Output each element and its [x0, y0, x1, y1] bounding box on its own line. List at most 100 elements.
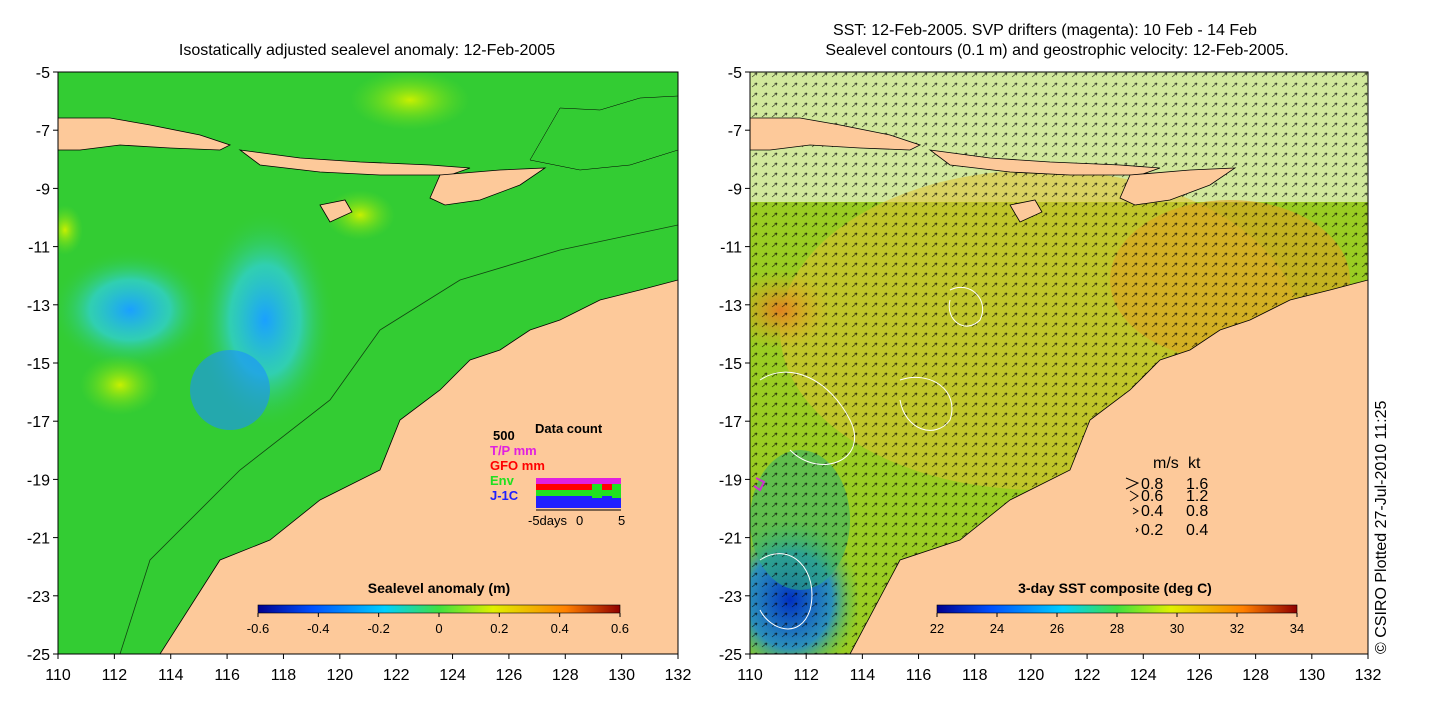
colorbar-tick-label: 0: [435, 621, 442, 636]
y-tick-label: -25: [27, 647, 50, 664]
right-x-axis: 110 112 114 116 118 120 122 124 126 128 130 132: [737, 654, 1381, 684]
colorbar-tick-label: -0.2: [367, 621, 389, 636]
velocity-row3-ms: 0.4: [1141, 503, 1163, 520]
velocity-row4-kt: 0.4: [1186, 522, 1208, 539]
x-tick-label: 110: [737, 667, 763, 684]
y-tick-label: -21: [27, 531, 50, 548]
colorbar-tick-label: 26: [1050, 621, 1064, 636]
y-tick-label: -13: [27, 298, 50, 315]
right-map-area: m/s kt 0.8 1.6 0.6 1.2 0.4 0.8 0.2 0.4 3…: [750, 72, 1368, 654]
velocity-row1-kt: 1.6: [1186, 476, 1208, 493]
colorbar-tick-label: 32: [1230, 621, 1244, 636]
velocity-row3-kt: 0.8: [1186, 503, 1208, 520]
left-map-area: Data count 500 T/P mm GFO mm Env J-1C -5…: [58, 72, 678, 654]
sumba-island: [319, 199, 353, 223]
x-tick-label: 124: [1130, 667, 1157, 684]
x-tick-label: 126: [496, 667, 523, 684]
series-env-label: Env: [490, 473, 515, 488]
x-tick-label: 114: [850, 667, 876, 684]
x-tick-label: 120: [326, 667, 353, 684]
java-island: [58, 117, 232, 151]
x-tick-label: 124: [439, 667, 466, 684]
left-x-axis: 110 112 114 116 118 120 122 124 126 128 130 132: [45, 654, 691, 684]
arrow-scale-icon: [1129, 490, 1139, 502]
colorbar-tick-label: 34: [1290, 621, 1304, 636]
colorbar-tick-label: -0.4: [307, 621, 329, 636]
y-tick-label: -17: [27, 414, 50, 431]
arrow-scale-icon: [1125, 477, 1140, 490]
x-tick-label: 120: [1018, 667, 1045, 684]
low-anomaly-core: [190, 350, 270, 430]
sla-colorbar-ticks: -0.6 -0.4 -0.2 0 0.2 0.4 0.6: [247, 613, 629, 636]
low-anomaly-west: [58, 250, 210, 370]
left-map-panel: Isostatically adjusted sealevel anomaly:…: [27, 42, 692, 684]
svp-drifter-track: [753, 477, 766, 492]
colorbar-tick-label: 28: [1110, 621, 1124, 636]
x-tick-label: 116: [906, 667, 932, 684]
arrow-scale-icon: [1132, 507, 1139, 515]
high-anomaly-west: [80, 355, 160, 415]
australia-mainland: [159, 279, 678, 654]
sealevel-contour: [759, 371, 856, 465]
velocity-row1-ms: 0.8: [1141, 476, 1163, 493]
y-tick-label: -21: [719, 531, 742, 548]
x-tick-label: 114: [158, 667, 184, 684]
y-tick-label: -19: [719, 472, 742, 489]
x-tick-label: 130: [1298, 667, 1325, 684]
sst-colorbar: 3-day SST composite (deg C) 22 24 26 28 30 32…: [930, 580, 1304, 636]
colorbar-tick-label: 22: [930, 621, 944, 636]
sst-colorbar-title: 3-day SST composite (deg C): [1018, 580, 1212, 596]
australia-mainland: [849, 279, 1368, 654]
y-tick-label: -11: [720, 240, 742, 257]
data-count-bars: [536, 478, 621, 508]
y-tick-label: -11: [28, 240, 50, 257]
colorbar-tick-label: 24: [990, 621, 1004, 636]
right-title-line1: SST: 12-Feb-2005. SVP drifters (magenta)…: [833, 22, 1257, 39]
sla-colorbar: Sealevel anomaly (m) -0.6 -0.4 -0.2 0 0.2 0.4…: [247, 580, 629, 636]
right-y-axis: -5 -7 -9 -11 -13 -15 -17 -19 -21 -23 -25: [719, 65, 750, 664]
x-tick-label: 118: [962, 667, 988, 684]
y-tick-label: -5: [36, 65, 50, 82]
right-title-line2: Sealevel contours (0.1 m) and geostrophi…: [825, 42, 1288, 59]
data-count-x-mid: 0: [576, 513, 583, 528]
y-tick-label: -23: [27, 589, 50, 606]
data-count-x-start: -5days: [528, 513, 568, 528]
sla-colorbar-title: Sealevel anomaly (m): [368, 580, 510, 596]
colorbar-tick-label: 0.4: [551, 621, 569, 636]
y-tick-label: -25: [719, 647, 742, 664]
java-island: [750, 117, 922, 151]
series-tp-label: T/P mm: [490, 443, 537, 458]
x-tick-label: 122: [1074, 667, 1101, 684]
x-tick-label: 126: [1186, 667, 1213, 684]
data-count-title: Data count: [535, 421, 603, 436]
right-map-panel: SST: 12-Feb-2005. SVP drifters (magenta)…: [719, 22, 1390, 684]
x-tick-label: 132: [665, 667, 692, 684]
y-tick-label: -17: [719, 414, 742, 431]
sealevel-contour: [899, 376, 953, 431]
data-count-x-end: 5: [618, 513, 625, 528]
left-title: Isostatically adjusted sealevel anomaly:…: [179, 42, 555, 59]
sumba-island: [1009, 199, 1043, 223]
colorbar-tick-label: 0.6: [611, 621, 629, 636]
y-tick-label: -7: [728, 123, 742, 140]
x-tick-label: 122: [383, 667, 410, 684]
sla-colorbar-gradient: [257, 604, 621, 614]
y-tick-label: -5: [728, 65, 742, 82]
banda-islands: [529, 95, 678, 171]
x-tick-label: 116: [214, 667, 240, 684]
velocity-header-ms: m/s: [1153, 455, 1179, 472]
y-tick-label: -23: [719, 589, 742, 606]
x-tick-label: 128: [552, 667, 579, 684]
isobath-contour: [119, 224, 678, 654]
timor-island: [1119, 167, 1237, 206]
credit-text: © CSIRO Plotted 27-Jul-2010 11:25: [1373, 400, 1390, 654]
high-anomaly-edge: [58, 205, 83, 255]
sealevel-contour: [759, 553, 813, 630]
sst-colorbar-gradient: [936, 604, 1298, 614]
series-gfo-label: GFO mm: [490, 458, 545, 473]
x-tick-label: 132: [1355, 667, 1382, 684]
colorbar-tick-label: 0.2: [490, 621, 508, 636]
velocity-row4-ms: 0.2: [1141, 522, 1163, 539]
y-tick-label: -7: [36, 123, 50, 140]
